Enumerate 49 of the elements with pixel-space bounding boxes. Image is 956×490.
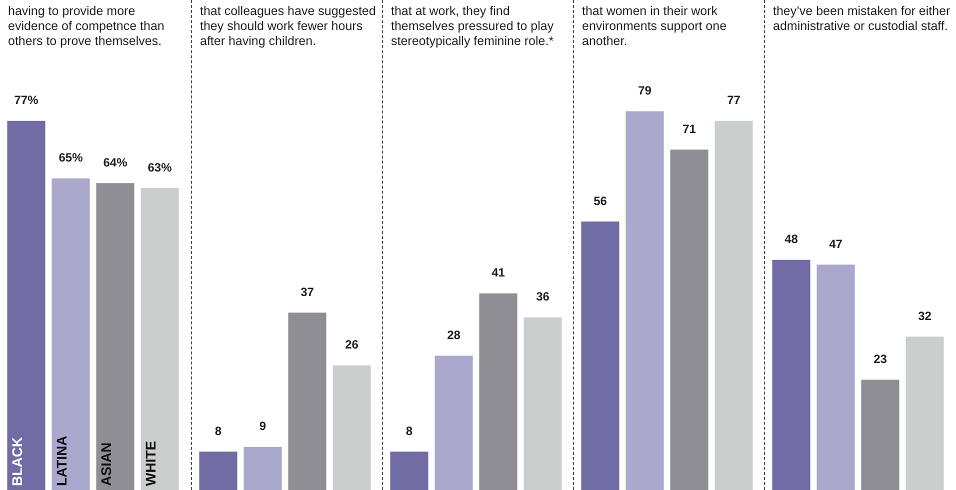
data-label: 47 [829,236,843,251]
data-label: 36 [536,290,550,304]
bar [479,293,518,490]
bar [199,452,238,490]
data-label: 65% [58,150,84,165]
data-label: 56 [594,194,608,208]
chart-title: that women in their work environments support one another. [581,3,728,50]
chart-title: that at work, they find themselves pressured to play stereotypically feminine role.* [390,3,555,50]
data-label: 77 [727,93,741,108]
bar [816,264,855,490]
x-tick-label: ASIAN [98,442,114,486]
bar [670,150,708,490]
data-label: 79 [638,84,652,98]
bar [7,120,46,490]
data-label: 8 [406,424,413,438]
data-label: 32 [918,308,932,323]
data-label: 23 [874,352,888,366]
data-label: 37 [300,284,314,299]
bar [288,312,326,490]
x-tick-label: WHITE [142,440,159,486]
data-label: 9 [259,419,266,434]
data-label: 41 [492,266,506,280]
data-label: 77% [14,93,39,108]
x-tick-label: LATINA [54,436,70,486]
bar [96,183,134,490]
bar [244,446,282,490]
data-label: 28 [447,328,461,342]
bar [906,336,944,490]
data-label: 48 [784,232,798,246]
bar [772,260,810,490]
chart-title: having to provide more evidence of competnce than others to prove themselves. [7,3,166,50]
bar [581,222,620,490]
data-label: 8 [214,424,222,438]
bar [524,317,562,490]
data-label: 64% [103,155,128,170]
chart-title: that colleagues have suggested they should work fewer hours after having children. [199,3,377,50]
bar [861,380,900,490]
bar [434,356,473,490]
data-label: 71 [682,122,696,136]
bar [52,178,90,490]
x-tick-label: BLACK [9,437,26,486]
bar [390,452,428,490]
bar [332,365,371,490]
data-label: 26 [345,338,359,352]
bar [626,111,664,490]
data-label: 63% [148,160,172,174]
bar [140,188,179,490]
bar [714,120,753,490]
chart-title: they’ve been mistaken for either administrative or custodial staff. [772,3,952,35]
